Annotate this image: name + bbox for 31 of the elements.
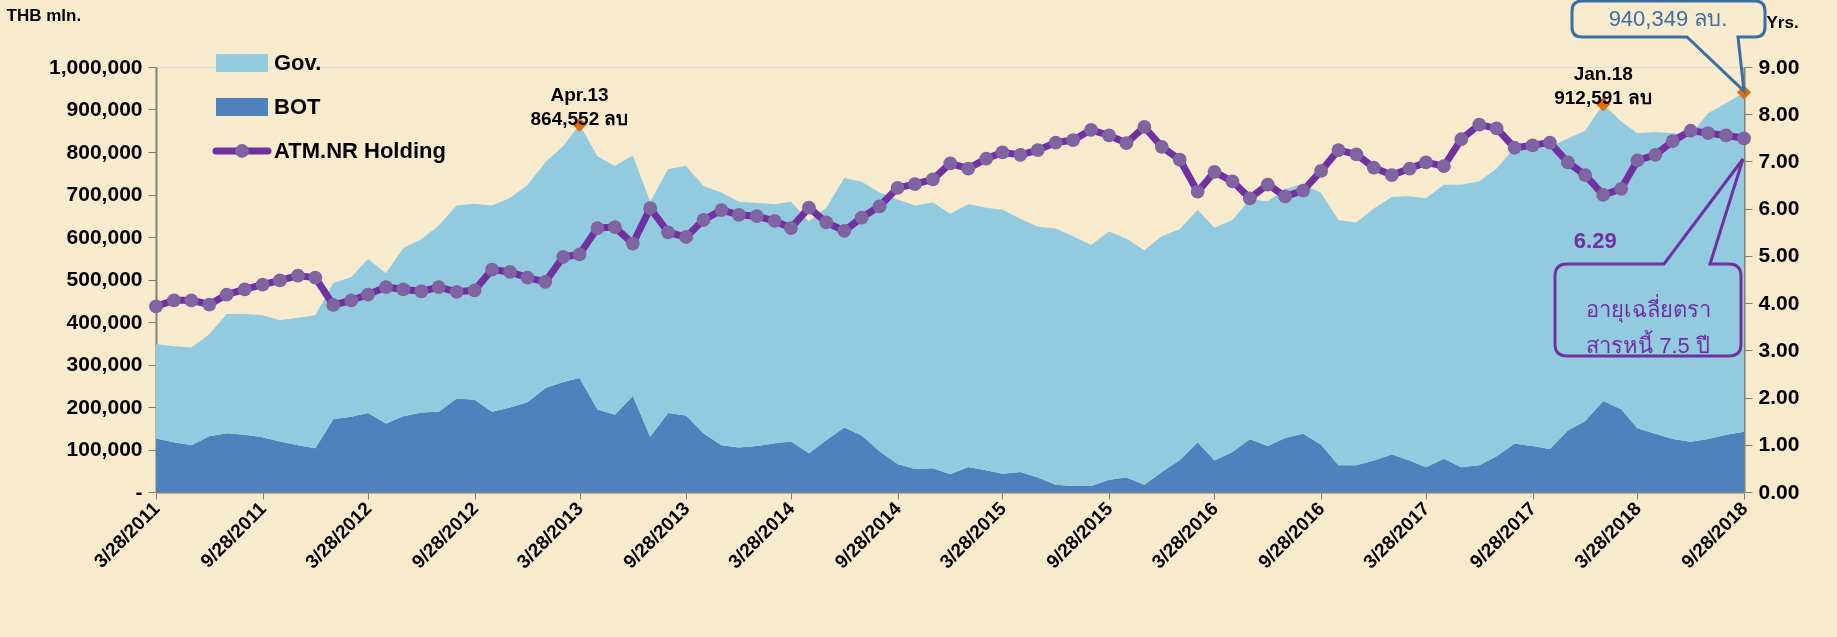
legend-label: BOT: [274, 94, 321, 119]
legend-label: Gov.: [274, 50, 322, 75]
y2-tick-label: 0.00: [1758, 479, 1800, 503]
annotation: 940,349 ลบ.: [1608, 6, 1728, 31]
y-tick-label: 300,000: [66, 352, 143, 375]
y-tick-label: 800,000: [66, 139, 143, 163]
y2-tick-label: 3.00: [1758, 337, 1800, 361]
data-label: 6.29: [1573, 227, 1617, 253]
y2-tick-label: 7.00: [1758, 148, 1800, 172]
y-tick-label: -: [135, 479, 143, 503]
y-tick-label: 600,000: [66, 224, 143, 248]
y-tick-label: 900,000: [66, 97, 143, 120]
y-tick-label: 700,000: [66, 182, 143, 205]
y2-axis-title: Yrs.: [1766, 12, 1799, 32]
y2-tick-label: 5.00: [1758, 243, 1800, 267]
y-tick-label: 1,000,000: [49, 54, 143, 78]
legend-label: ATM.NR Holding: [274, 138, 446, 163]
y-tick-label: 500,000: [66, 267, 143, 290]
y-tick-label: 200,000: [66, 394, 143, 418]
y-tick-label: 400,000: [66, 309, 143, 333]
annotation: Jan.18 912,591 ลบ: [1554, 63, 1653, 109]
y2-tick-label: 2.00: [1758, 385, 1800, 409]
y2-tick-label: 9.00: [1758, 54, 1800, 78]
y2-tick-label: 6.00: [1758, 196, 1800, 220]
annotation: อายุเฉลี่ยตรา สารหนี้ 7.5 ปี: [1585, 294, 1711, 358]
y-tick-label: 100,000: [66, 437, 143, 460]
y2-tick-label: 4.00: [1758, 290, 1800, 314]
y2-tick-label: 1.00: [1758, 432, 1800, 456]
y2-tick-label: 8.00: [1758, 101, 1800, 125]
y-axis-title: THB mln.: [6, 5, 82, 25]
annotation: Apr.13 864,552 ลบ: [530, 83, 629, 129]
